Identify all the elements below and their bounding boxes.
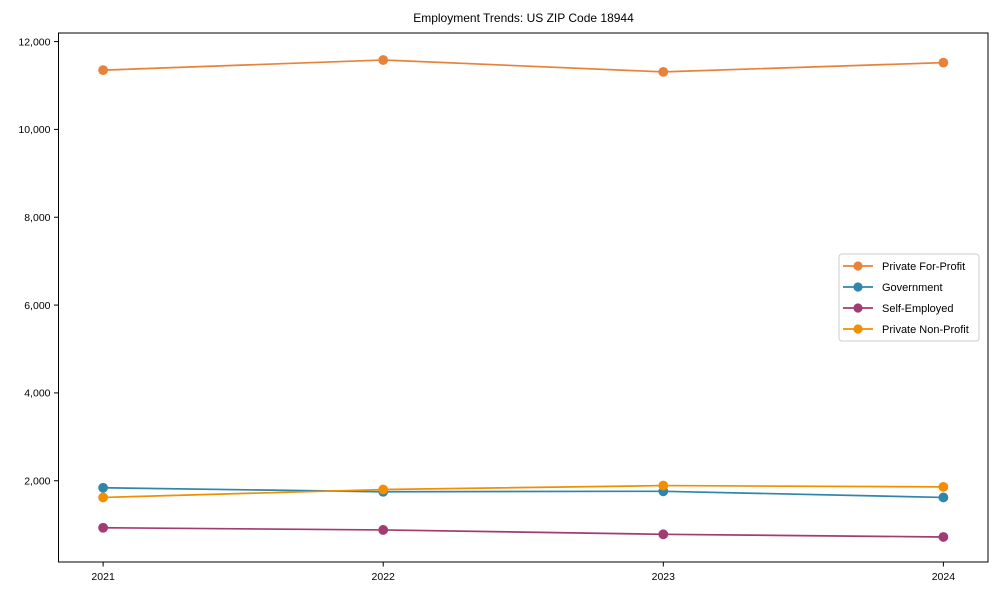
series-point-self-employed xyxy=(98,522,109,533)
series-point-private-non-profit xyxy=(938,481,949,492)
y-axis-tick-label: 8,000 xyxy=(24,212,50,224)
x-axis-tick-label: 2022 xyxy=(372,571,396,583)
legend-marker-dot xyxy=(853,261,863,271)
series-point-self-employed xyxy=(658,529,669,540)
series-point-government xyxy=(938,492,949,503)
legend-item-label: Government xyxy=(882,282,943,294)
y-axis-tick-label: 4,000 xyxy=(24,388,50,400)
legend-marker-dot xyxy=(853,303,863,313)
series-line-self-employed xyxy=(103,526,944,538)
series-point-private-for-profit xyxy=(658,66,669,77)
plot-frame xyxy=(58,32,989,563)
series-point-private-for-profit xyxy=(938,57,949,68)
series-point-private-non-profit xyxy=(658,480,669,491)
x-axis-tick-label: 2021 xyxy=(91,571,115,583)
legend-item-label: Self-Employed xyxy=(882,303,954,315)
legend-item-label: Private For-Profit xyxy=(882,261,965,273)
series-point-private-for-profit xyxy=(98,65,109,76)
series-point-self-employed xyxy=(378,525,389,535)
legend-marker-dot xyxy=(853,282,863,292)
y-axis-tick-label: 6,000 xyxy=(24,300,50,312)
series-line-private-non-profit xyxy=(103,484,944,499)
x-axis-tick-label: 2024 xyxy=(932,571,956,583)
y-axis-tick-label: 2,000 xyxy=(24,475,50,487)
y-axis-tick-label: 10,000 xyxy=(18,124,50,136)
series-point-private-for-profit xyxy=(378,55,389,65)
series-point-private-non-profit xyxy=(98,492,109,503)
series-point-private-non-profit xyxy=(378,484,389,495)
series-point-self-employed xyxy=(938,532,949,542)
x-axis-tick-label: 2023 xyxy=(652,571,676,583)
legend-item-label: Private Non-Profit xyxy=(882,324,969,336)
chart-title: Employment Trends: US ZIP Code 18944 xyxy=(413,11,634,25)
series-line-private-for-profit xyxy=(103,59,944,73)
series-line-government xyxy=(103,486,944,499)
y-axis-tick-label: 12,000 xyxy=(18,36,50,48)
legend-box xyxy=(838,253,980,342)
series-point-government xyxy=(98,482,109,493)
legend-marker-dot xyxy=(853,324,863,334)
